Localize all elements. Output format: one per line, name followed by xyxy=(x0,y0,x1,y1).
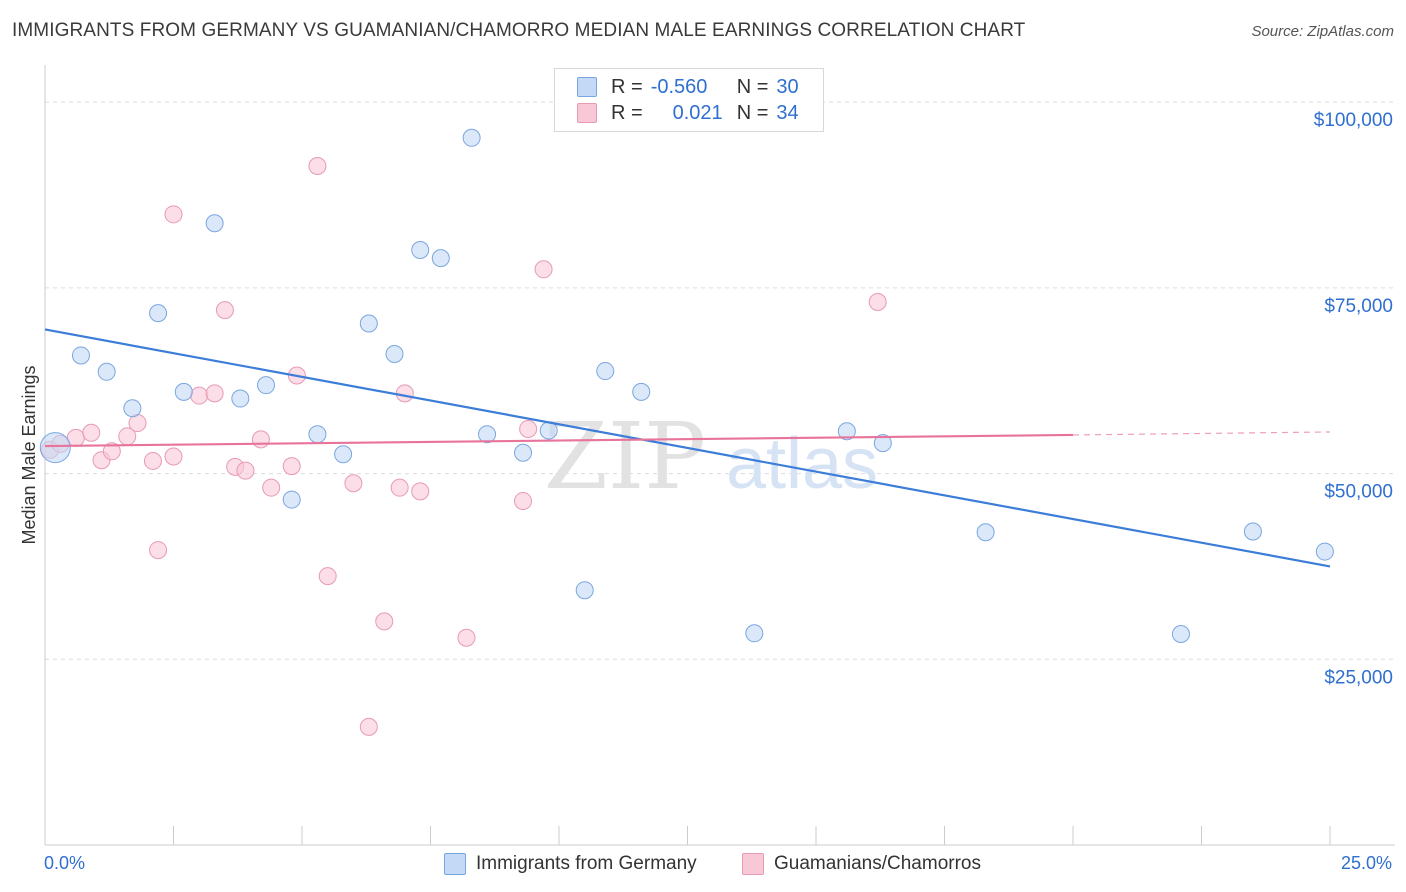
pink-point xyxy=(215,301,234,320)
pink-point xyxy=(534,260,553,279)
pink-point xyxy=(236,461,255,480)
y-axis-label: Median Male Earnings xyxy=(19,365,39,544)
blue-point xyxy=(745,624,764,643)
pink-point xyxy=(282,457,301,476)
zipatlas-watermark: ZIP atlas xyxy=(544,403,878,510)
pink-point xyxy=(514,492,533,511)
blue-point xyxy=(385,344,404,363)
blue-point xyxy=(174,382,193,401)
blue-point xyxy=(308,425,327,444)
pink-point xyxy=(143,451,162,470)
bottom-legend-guamanian: Guamanians/Chamorros xyxy=(742,852,981,876)
legend-swatch-blue xyxy=(577,77,597,97)
pink-point xyxy=(359,717,378,736)
series-germany-points xyxy=(39,128,1334,644)
blue-point xyxy=(873,434,892,453)
pink-point xyxy=(308,157,327,176)
blue-point xyxy=(1171,625,1190,644)
blue-point xyxy=(431,249,450,268)
x-axis-max-label: 25.0% xyxy=(1340,853,1392,873)
bottom-legend-label: Guamanians/Chamorros xyxy=(774,853,981,874)
bottom-legend-label: Immigrants from Germany xyxy=(476,853,697,874)
pink-point xyxy=(190,386,209,405)
pink-point xyxy=(519,420,538,438)
pink-point xyxy=(868,292,887,311)
blue-point xyxy=(71,346,90,365)
bottom-legend-germany: Immigrants from Germany xyxy=(444,852,697,876)
blue-point xyxy=(282,490,301,509)
blue-point xyxy=(39,432,71,464)
grid-lines xyxy=(45,101,1395,660)
y-tick-label: $25,000 xyxy=(1324,667,1393,688)
pink-point xyxy=(390,478,409,497)
blue-point xyxy=(632,382,651,401)
pink-point xyxy=(262,478,281,497)
pink-point xyxy=(149,541,168,560)
blue-point xyxy=(837,422,856,441)
blue-point xyxy=(411,240,430,259)
trend-lines xyxy=(44,328,1331,568)
pink-point xyxy=(205,384,224,403)
correlation-legend: R = -0.560 N = 30 R = 0.021 N = 34 xyxy=(554,68,824,132)
chart-title: IMMIGRANTS FROM GERMANY VS GUAMANIAN/CHA… xyxy=(12,20,1026,41)
bottom-legend-swatch-blue xyxy=(444,853,466,875)
germany-trend-line xyxy=(44,328,1331,568)
blue-point xyxy=(231,389,250,408)
y-tick-label: $50,000 xyxy=(1324,482,1393,503)
legend-n-value: 30 xyxy=(776,75,799,98)
blue-point xyxy=(257,376,276,395)
blue-point xyxy=(149,304,168,323)
blue-point xyxy=(976,523,995,542)
legend-r-value: -0.560 xyxy=(650,75,708,98)
blue-point xyxy=(575,581,594,600)
x-axis-min-label: 0.0% xyxy=(44,853,86,873)
source-label: Source: ZipAtlas.com xyxy=(1251,23,1394,40)
legend-r-label: R = xyxy=(611,75,643,98)
blue-point xyxy=(1315,542,1334,561)
blue-point xyxy=(514,443,533,462)
y-tick-label: $75,000 xyxy=(1324,296,1393,317)
pink-point xyxy=(164,205,183,224)
guamanian-trend-line xyxy=(44,433,1074,448)
legend-n-label: N = xyxy=(736,75,769,98)
svg-text:atlas: atlas xyxy=(726,424,878,504)
legend-row-germany: R = -0.560 N = 30 xyxy=(577,74,799,100)
blue-point xyxy=(596,362,615,381)
pink-point xyxy=(82,423,101,442)
blue-point xyxy=(97,362,116,381)
legend-swatch-pink xyxy=(577,103,597,123)
pink-point xyxy=(395,384,414,403)
blue-point xyxy=(123,399,142,418)
legend-row-guamanian: R = 0.021 N = 34 xyxy=(577,100,799,126)
pink-point xyxy=(318,567,337,586)
bottom-legend-swatch-pink xyxy=(742,853,764,875)
pink-point xyxy=(375,612,394,631)
y-tick-labels: $25,000 $50,000 $75,000 $100,000 xyxy=(1314,110,1393,688)
pink-point xyxy=(102,442,121,461)
legend-n-label: N = xyxy=(736,101,769,124)
guamanian-trend-extension xyxy=(1072,431,1331,436)
pink-point xyxy=(164,447,183,466)
pink-point xyxy=(344,474,363,493)
legend-n-value: 34 xyxy=(776,101,799,124)
blue-point xyxy=(359,314,378,333)
svg-text:ZIP: ZIP xyxy=(544,403,706,510)
blue-point xyxy=(205,214,224,233)
blue-point xyxy=(462,128,481,147)
legend-r-value: 0.021 xyxy=(672,101,723,124)
legend-r-label: R = xyxy=(611,101,643,124)
blue-point xyxy=(478,425,497,444)
y-tick-label: $100,000 xyxy=(1314,110,1393,131)
pink-point xyxy=(411,482,430,501)
pink-point xyxy=(457,628,476,647)
blue-point xyxy=(1243,522,1262,541)
pink-point xyxy=(251,430,270,449)
blue-point xyxy=(334,445,353,464)
